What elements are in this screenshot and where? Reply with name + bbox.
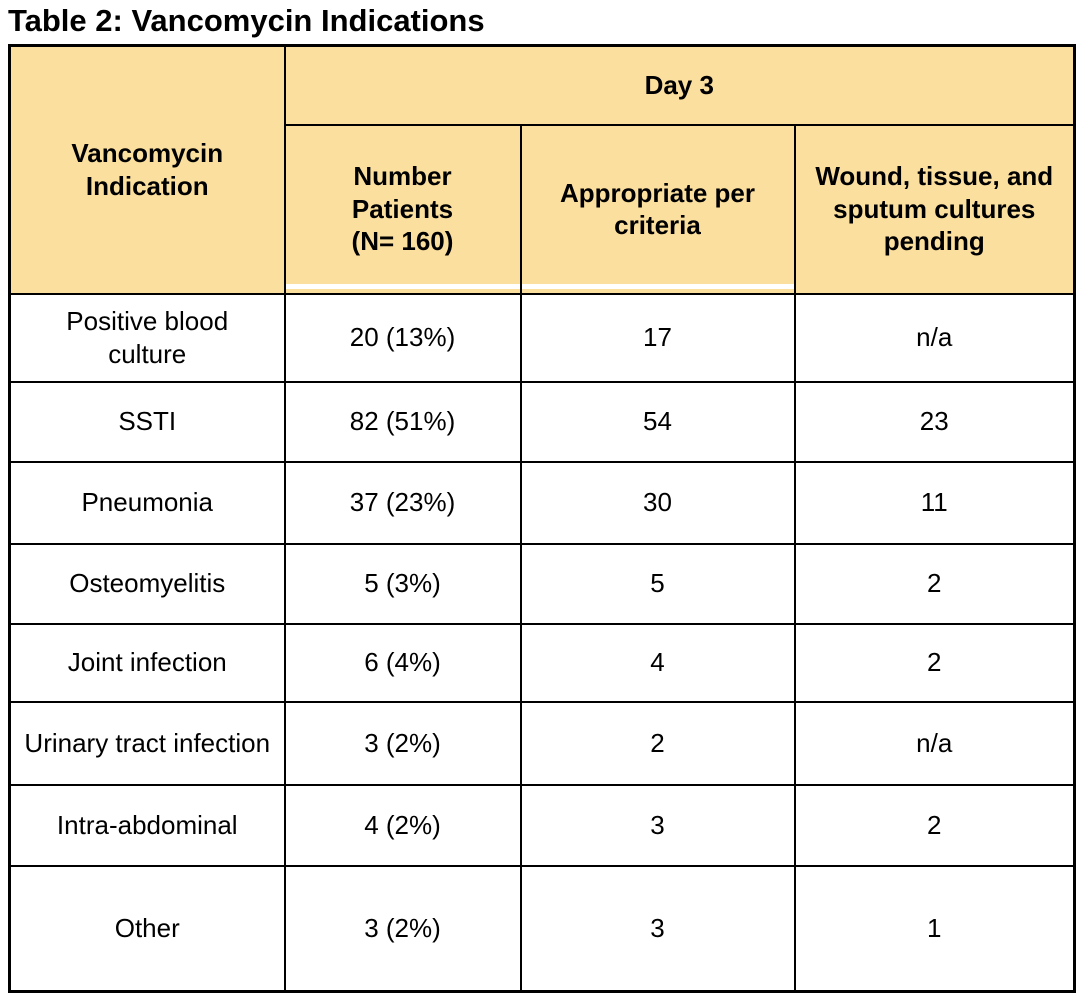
cell-number-patients: 3 (2%) bbox=[283, 700, 522, 786]
cell-number-patients: 3 (2%) bbox=[283, 864, 522, 993]
cell-number-patients: 6 (4%) bbox=[283, 622, 522, 703]
header-cultures-pending: Wound, tissue, and sputum cultures pendi… bbox=[793, 123, 1076, 295]
cell-indication: Joint infection bbox=[8, 622, 286, 703]
cell-cultures-pending: 23 bbox=[793, 380, 1076, 463]
table-row: Other 3 (2%) 3 1 bbox=[8, 864, 1076, 993]
cell-number-patients: 82 (51%) bbox=[283, 380, 522, 463]
cell-indication: Intra-abdominal bbox=[8, 783, 286, 867]
table-row: Pneumonia 37 (23%) 30 11 bbox=[8, 460, 1076, 545]
vancomycin-indications-table: Vancomycin Indication Day 3 Number Patie… bbox=[8, 44, 1077, 993]
header-number-patients: Number Patients (N= 160) bbox=[283, 123, 522, 295]
cell-cultures-pending: 11 bbox=[793, 460, 1076, 545]
cell-cultures-pending: 2 bbox=[793, 783, 1076, 867]
cell-indication: Urinary tract infection bbox=[8, 700, 286, 786]
cell-indication: Other bbox=[8, 864, 286, 993]
header-day-3: Day 3 bbox=[283, 44, 1076, 126]
page-title: Table 2: Vancomycin Indications bbox=[8, 3, 485, 38]
cell-indication: SSTI bbox=[8, 380, 286, 463]
cell-number-patients: 20 (13%) bbox=[283, 292, 522, 383]
header-row-sub: Number Patients (N= 160) Appropriate per… bbox=[10, 123, 1076, 295]
table-row: Intra-abdominal 4 (2%) 3 2 bbox=[8, 783, 1076, 867]
cell-cultures-pending: n/a bbox=[793, 700, 1076, 786]
header-row-group: Vancomycin Indication Day 3 bbox=[8, 44, 1076, 295]
cell-cultures-pending: n/a bbox=[793, 292, 1076, 383]
cell-appropriate: 4 bbox=[519, 622, 796, 703]
cell-indication: Positive blood culture bbox=[8, 292, 286, 383]
cell-indication: Osteomyelitis bbox=[8, 542, 286, 625]
cell-number-patients: 4 (2%) bbox=[283, 783, 522, 867]
cell-cultures-pending: 2 bbox=[793, 542, 1076, 625]
table-row: Positive blood culture 20 (13%) 17 n/a bbox=[8, 292, 1076, 383]
cell-appropriate: 3 bbox=[519, 783, 796, 867]
cell-appropriate: 54 bbox=[519, 380, 796, 463]
cell-indication: Pneumonia bbox=[8, 460, 286, 545]
cell-cultures-pending: 2 bbox=[793, 622, 1076, 703]
cell-cultures-pending: 1 bbox=[793, 864, 1076, 993]
cell-appropriate: 2 bbox=[519, 700, 796, 786]
header-vancomycin-indication: Vancomycin Indication bbox=[8, 44, 286, 295]
cell-appropriate: 17 bbox=[519, 292, 796, 383]
table-row: Joint infection 6 (4%) 4 2 bbox=[8, 622, 1076, 703]
cell-appropriate: 3 bbox=[519, 864, 796, 993]
cell-number-patients: 37 (23%) bbox=[283, 460, 522, 545]
cell-number-patients: 5 (3%) bbox=[283, 542, 522, 625]
table-row: Osteomyelitis 5 (3%) 5 2 bbox=[8, 542, 1076, 625]
table-row: Urinary tract infection 3 (2%) 2 n/a bbox=[8, 700, 1076, 786]
cell-appropriate: 5 bbox=[519, 542, 796, 625]
cell-appropriate: 30 bbox=[519, 460, 796, 545]
header-appropriate-per-criteria: Appropriate per criteria bbox=[519, 123, 796, 295]
table-row: SSTI 82 (51%) 54 23 bbox=[8, 380, 1076, 463]
